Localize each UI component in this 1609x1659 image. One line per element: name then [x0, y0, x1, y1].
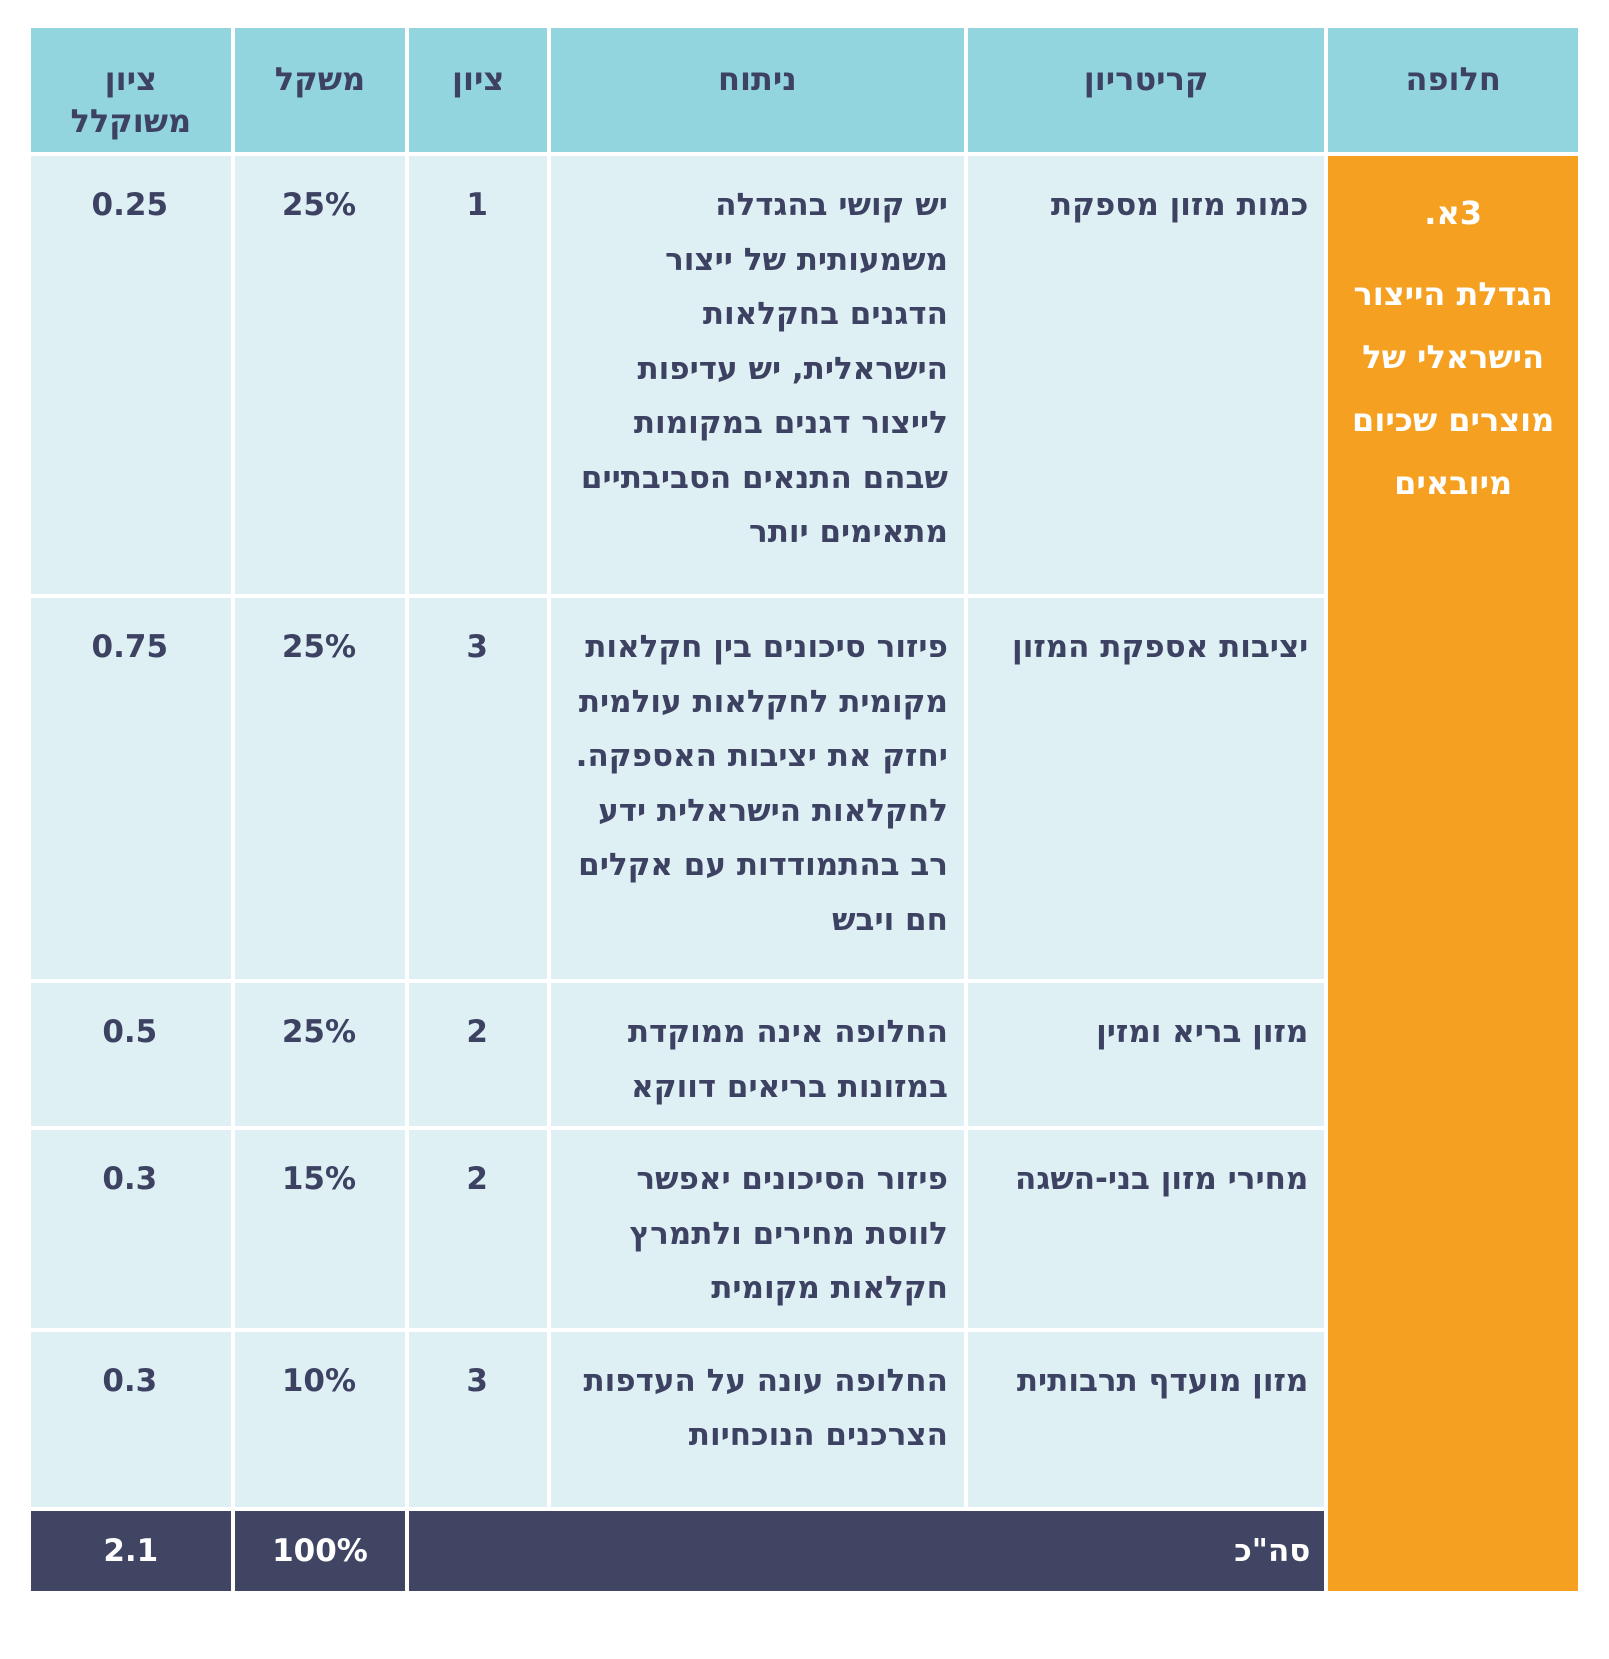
table-row: מזון מועדף תרבותית החלופה עונה על העדפות… — [31, 1331, 1578, 1507]
evaluation-table: חלופה קריטריון ניתוח ציון משקל ציון משוק… — [27, 24, 1582, 1595]
criterion-cell: מחירי מזון בני-השגה — [967, 1130, 1325, 1328]
header-analysis: ניתוח — [550, 28, 964, 152]
weight-cell: 10% — [234, 1331, 406, 1507]
weight-cell: 25% — [234, 983, 406, 1126]
weight-cell: 25% — [234, 156, 406, 594]
analysis-cell: פיזור סיכונים בין חקלאות מקומית לחקלאות … — [550, 598, 964, 979]
alternative-code: 3א. — [1424, 194, 1483, 232]
weighted-score-cell: 0.3 — [31, 1331, 231, 1507]
weighted-score-cell: 0.3 — [31, 1130, 231, 1328]
analysis-cell: החלופה אינה ממוקדת במזונות בריאים דווקא — [550, 983, 964, 1126]
alternative-cell: 3א. הגדלת הייצור הישראלי של מוצרים שכיום… — [1328, 156, 1578, 1591]
weight-cell: 25% — [234, 598, 406, 979]
total-label: סה"כ — [409, 1510, 1325, 1591]
total-weighted-score: 2.1 — [31, 1510, 231, 1591]
weighted-score-cell: 0.5 — [31, 983, 231, 1126]
table-row: מחירי מזון בני-השגה פיזור הסיכונים יאפשר… — [31, 1130, 1578, 1328]
criterion-cell: יציבות אספקת המזון — [967, 598, 1325, 979]
total-weight: 100% — [234, 1510, 406, 1591]
total-row: סה"כ 100% 2.1 — [31, 1510, 1578, 1591]
weighted-score-cell: 0.25 — [31, 156, 231, 594]
score-cell: 3 — [409, 1331, 547, 1507]
weighted-score-cell: 0.75 — [31, 598, 231, 979]
header-row: חלופה קריטריון ניתוח ציון משקל ציון משוק… — [31, 28, 1578, 152]
criterion-cell: מזון בריא ומזין — [967, 983, 1325, 1126]
analysis-cell: יש קושי בהגדלה משמעותית של ייצור הדגנים … — [550, 156, 964, 594]
header-alternative: חלופה — [1328, 28, 1578, 152]
table-row: יציבות אספקת המזון פיזור סיכונים בין חקל… — [31, 598, 1578, 979]
criterion-cell: כמות מזון מספקת — [967, 156, 1325, 594]
criterion-cell: מזון מועדף תרבותית — [967, 1331, 1325, 1507]
header-score: ציון — [409, 28, 547, 152]
score-cell: 2 — [409, 983, 547, 1126]
table-row: מזון בריא ומזין החלופה אינה ממוקדת במזונ… — [31, 983, 1578, 1126]
header-weight: משקל — [234, 28, 406, 152]
score-cell: 3 — [409, 598, 547, 979]
analysis-cell: פיזור הסיכונים יאפשר לווסת מחירים ולתמרץ… — [550, 1130, 964, 1328]
header-criterion: קריטריון — [967, 28, 1325, 152]
header-weighted-score: ציון משוקלל — [31, 28, 231, 152]
score-cell: 1 — [409, 156, 547, 594]
table-row: 3א. הגדלת הייצור הישראלי של מוצרים שכיום… — [31, 156, 1578, 1591]
weight-cell: 15% — [234, 1130, 406, 1328]
alternative-title: הגדלת הייצור הישראלי של מוצרים שכיום מיו… — [1352, 275, 1555, 502]
analysis-cell: החלופה עונה על העדפות הצרכנים הנוכחיות — [550, 1331, 964, 1507]
score-cell: 2 — [409, 1130, 547, 1328]
